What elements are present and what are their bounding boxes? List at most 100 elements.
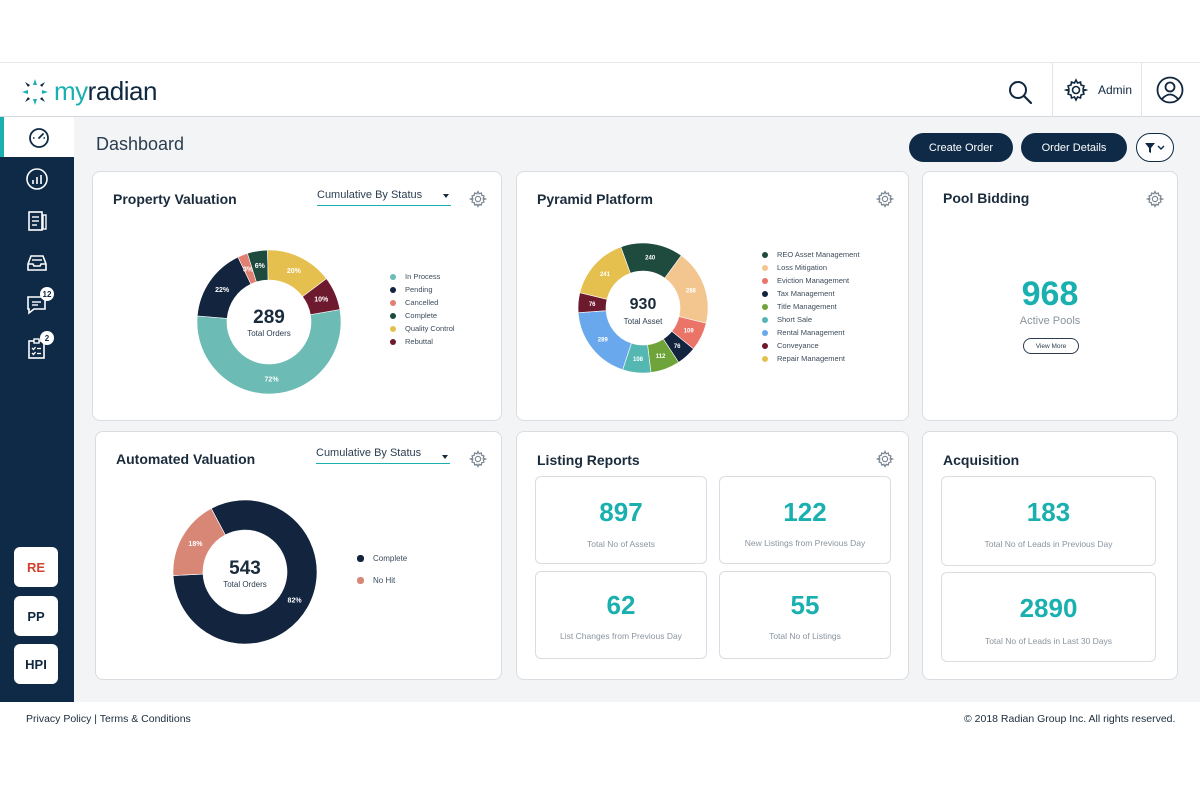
donut-slice-label: 18% (188, 541, 203, 548)
stat-tile[interactable]: 183 Total No of Leads in Previous Day (941, 476, 1156, 566)
pyramid-platform-donut-chart: 240 288 109 76 112 108 289 76 241 (577, 242, 709, 374)
legend-item: Tax Management (762, 287, 860, 300)
view-more-button[interactable]: View More (1023, 338, 1079, 354)
stat-label: New Listings from Previous Day (744, 538, 866, 548)
filter-icon (1145, 142, 1165, 153)
automated-valuation-card: Automated Valuation Cumulative By Status… (95, 431, 502, 680)
privacy-policy-link[interactable]: Privacy Policy (26, 713, 92, 725)
analytics-chart-icon (26, 168, 48, 190)
chart-legend: REO Asset Management Loss Mitigation Evi… (762, 248, 860, 365)
legend-item: Cancelled (390, 296, 455, 309)
sidebar-item-tasks[interactable]: 2 (0, 329, 74, 369)
stat-tile[interactable]: 122 New Listings from Previous Day (719, 476, 891, 564)
donut-slice-label: 108 (633, 357, 644, 363)
stat-value: 62 (606, 590, 636, 620)
footer-separator: | (94, 713, 98, 725)
donut-slice-label: 241 (600, 272, 611, 278)
donut-slice-label: 82% (288, 597, 303, 604)
total-orders-label: Total Orders (223, 580, 267, 589)
report-document-icon (28, 211, 47, 231)
gear-icon[interactable] (469, 450, 487, 468)
app-re-button[interactable]: RE (14, 547, 58, 587)
legend-item: Pending (390, 283, 455, 296)
stat-value: 183 (1026, 497, 1071, 527)
stat-tile[interactable]: 62 List Changes from Previous Day (535, 571, 707, 659)
gear-icon[interactable] (469, 190, 487, 208)
card-title: Listing Reports (537, 452, 640, 468)
legend-item: Complete (357, 547, 407, 569)
user-icon[interactable] (1156, 76, 1184, 104)
filter-button[interactable] (1136, 133, 1174, 162)
bottom-band (0, 740, 1200, 800)
total-asset-value: 930 (629, 296, 657, 313)
footer-links: Privacy Policy | Terms & Conditions (26, 713, 191, 725)
listing-reports-card: Listing Reports 897 Total No of Assets 1… (516, 431, 909, 680)
sidebar-item-dashboard[interactable] (0, 117, 74, 157)
messages-badge: 12 (40, 287, 54, 301)
terms-link[interactable]: Terms & Conditions (99, 713, 191, 725)
donut-slice-complete (172, 499, 318, 645)
legend-item: Short Sale (762, 313, 860, 326)
chart-legend: Complete No Hit (357, 547, 407, 591)
donut-slice-label: 289 (598, 337, 609, 343)
admin-settings-button[interactable]: Admin (1064, 78, 1132, 102)
chart-legend: In Process Pending Cancelled Complete Qu… (390, 270, 455, 348)
legend-item: Repair Management (762, 352, 860, 365)
app-hpi-button[interactable]: HPI (14, 644, 58, 684)
legend-item: No Hit (357, 569, 407, 591)
card-title: Automated Valuation (116, 451, 256, 467)
card-title: Acquisition (943, 452, 1020, 468)
gear-icon (1064, 78, 1088, 102)
top-band (0, 0, 1200, 62)
dropdown-value: Cumulative By Status (316, 447, 422, 459)
sidebar-item-reports[interactable] (0, 201, 74, 241)
donut-slice-label: 288 (686, 288, 697, 294)
donut-slice-in-process (196, 309, 342, 395)
active-pools-value: 968 (1021, 275, 1079, 313)
donut-slice-label: 3% (243, 266, 254, 273)
legend-item: Conveyance (762, 339, 860, 352)
main-content: Dashboard Create Order Order Details Pro… (74, 117, 1200, 702)
property-valuation-donut-chart: 72% 22% 3% 6% 20% 10% (196, 249, 342, 395)
radian-logo-icon (22, 78, 48, 105)
stat-tile[interactable]: 897 Total No of Assets (535, 476, 707, 564)
card-title: Property Valuation (113, 191, 237, 207)
donut-slice-label: 6% (255, 263, 266, 270)
app-pp-button[interactable]: PP (14, 596, 58, 636)
sidebar-item-analytics[interactable] (0, 159, 74, 199)
status-dropdown[interactable]: Cumulative By Status (317, 189, 451, 206)
donut-slice-no-hit (172, 508, 226, 576)
inbox-tray-icon (27, 255, 47, 271)
gear-icon[interactable] (876, 190, 894, 208)
admin-label: Admin (1098, 83, 1133, 97)
sidebar-item-inbox[interactable] (0, 243, 74, 283)
stat-tile[interactable]: 2890 Total No of Leads in Last 30 Days (941, 572, 1156, 662)
sidebar: 12 2 RE PP HPI (0, 117, 74, 702)
legend-item: Rental Management (762, 326, 860, 339)
legend-item: In Process (390, 270, 455, 283)
acquisition-card: Acquisition 183 Total No of Leads in Pre… (922, 431, 1178, 680)
stat-label: Total No of Listings (769, 631, 841, 641)
legend-item: REO Asset Management (762, 248, 860, 261)
legend-item: Eviction Management (762, 274, 860, 287)
donut-slice-label: 20% (287, 268, 302, 275)
status-dropdown[interactable]: Cumulative By Status (316, 447, 450, 464)
page-title: Dashboard (96, 134, 185, 154)
stat-value: 2890 (1019, 593, 1078, 623)
stat-value: 122 (783, 497, 827, 527)
legend-item: Complete (390, 309, 455, 322)
gear-icon[interactable] (876, 450, 894, 468)
gear-icon[interactable] (1146, 190, 1164, 208)
donut-slice-label: 72% (265, 376, 280, 383)
property-valuation-card: Property Valuation Cumulative By Status … (92, 171, 502, 421)
create-order-button[interactable]: Create Order (909, 133, 1013, 162)
donut-slice-label: 76 (674, 344, 681, 350)
app-header: myradian Admin (0, 62, 1200, 117)
stat-tile[interactable]: 55 Total No of Listings (719, 571, 891, 659)
search-icon[interactable] (1006, 78, 1034, 106)
logo[interactable]: myradian (22, 76, 157, 107)
sidebar-item-messages[interactable]: 12 (0, 285, 74, 325)
stat-value: 55 (790, 590, 820, 620)
logo-wordmark: myradian (54, 76, 157, 106)
order-details-button[interactable]: Order Details (1021, 133, 1127, 162)
